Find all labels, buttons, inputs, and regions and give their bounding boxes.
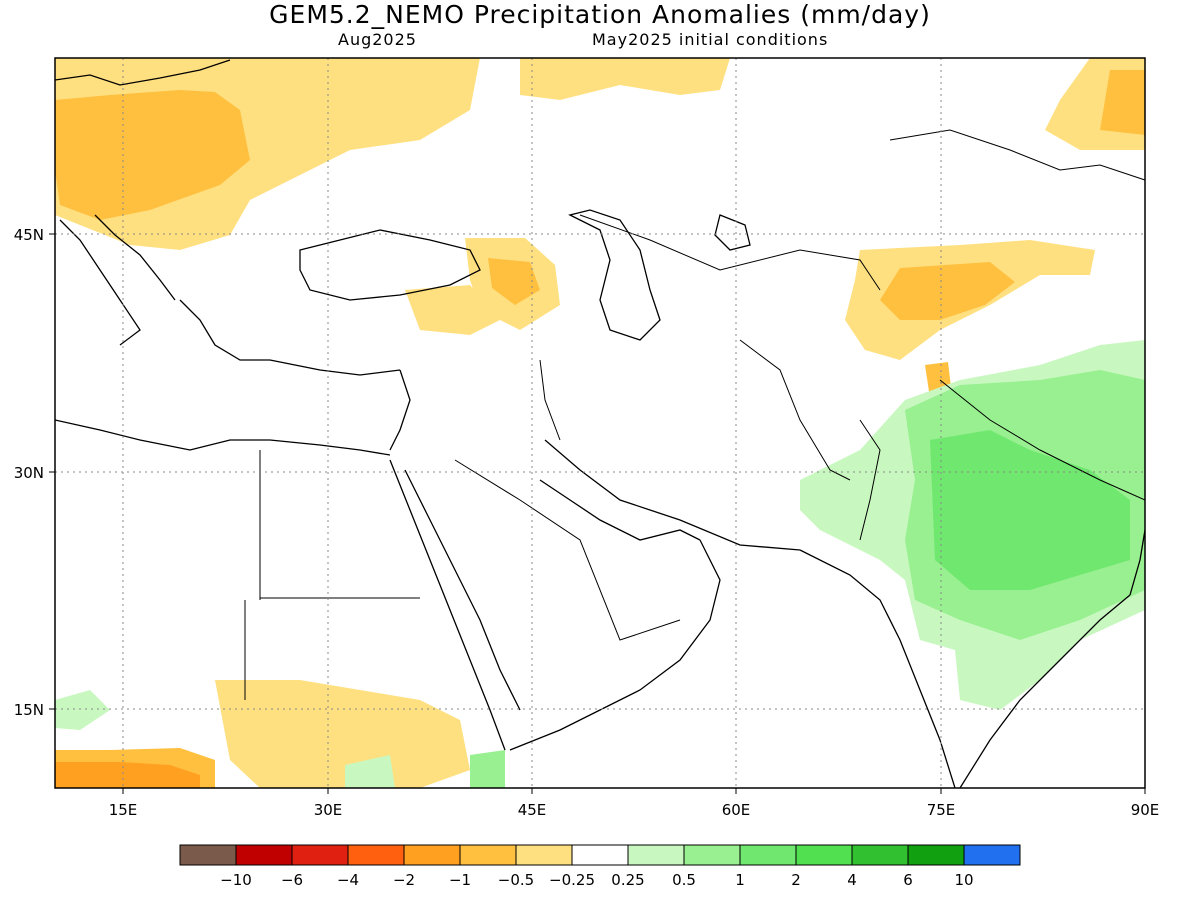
colorbar-swatch xyxy=(291,844,349,866)
x-tick-label: 30E xyxy=(314,801,343,819)
colorbar-label: −6 xyxy=(281,871,303,889)
x-tick-label: 75E xyxy=(927,801,956,819)
border-afghanistan xyxy=(739,339,851,481)
colorbar-label: 2 xyxy=(791,871,801,889)
anomaly-region-sudan xyxy=(215,680,470,788)
y-axis-labels: 45N 30N 15N xyxy=(14,226,44,719)
colorbar xyxy=(179,844,1021,866)
colorbar-label: −10 xyxy=(220,871,252,889)
border-mongolia xyxy=(889,129,1145,181)
coastline-persian-gulf xyxy=(539,479,701,541)
coastline-red-sea-east xyxy=(404,469,521,711)
anomaly-region-northeast-core xyxy=(1100,70,1145,135)
x-tick-label: 60E xyxy=(722,801,751,819)
colorbar-label: −2 xyxy=(393,871,415,889)
coastline-india-east xyxy=(959,594,1131,788)
border-saudi xyxy=(454,459,681,641)
colorbar-swatch xyxy=(851,844,909,866)
colorbar-swatch xyxy=(571,844,629,866)
border-pakistan-india xyxy=(859,419,881,541)
colorbar-label: −0.25 xyxy=(549,871,595,889)
anomaly-region-ethiopia xyxy=(345,755,395,788)
x-tick-label: 45E xyxy=(518,801,547,819)
coastline-greece xyxy=(179,299,270,361)
colorbar-swatch xyxy=(963,844,1021,866)
coastline-italy xyxy=(59,219,141,346)
anomaly-region-ethiopia-east xyxy=(470,750,505,788)
colorbar-swatch xyxy=(739,844,797,866)
colorbar-labels: −10 −6 −4 −2 −1 −0.5 −0.25 0.25 0.5 1 2 4 6 10 xyxy=(220,871,973,889)
plot-frame xyxy=(54,57,1146,789)
grid-lines xyxy=(55,58,1145,788)
coastline-med-africa xyxy=(55,419,391,456)
colorbar-label: 0.5 xyxy=(672,871,696,889)
forecast-month: Aug2025 xyxy=(338,30,417,49)
coastline-aral xyxy=(714,214,751,251)
initial-conditions: May2025 initial conditions xyxy=(592,30,829,49)
x-axis-labels: 15E 30E 45E 60E 75E 90E xyxy=(109,801,1160,819)
colorbar-swatch xyxy=(795,844,853,866)
colorbar-swatch xyxy=(907,844,965,866)
colorbar-swatch xyxy=(683,844,741,866)
anomaly-region-anatolia xyxy=(405,285,500,335)
colorbar-swatch xyxy=(459,844,517,866)
x-tick-label: 90E xyxy=(1131,801,1160,819)
colorbar-label: 10 xyxy=(954,871,973,889)
anomaly-region-sahel-wet xyxy=(55,690,110,730)
border-kazakhstan xyxy=(579,214,881,291)
coastline-adriatic xyxy=(94,214,176,301)
anomaly-region-europe-core xyxy=(55,90,250,220)
colorbar-label: −4 xyxy=(337,871,359,889)
colorbar-swatch xyxy=(347,844,405,866)
coastline-caspian xyxy=(568,209,661,341)
colorbar-label: −1 xyxy=(449,871,471,889)
y-tick-label: 15N xyxy=(14,701,44,719)
y-tick-label: 45N xyxy=(14,226,44,244)
colorbar-swatch xyxy=(515,844,573,866)
colorbar-label: 4 xyxy=(847,871,857,889)
border-iran-iraq xyxy=(539,359,561,441)
border-china-india xyxy=(939,379,1145,501)
anomaly-region-caucasus-core xyxy=(488,258,540,305)
colorbar-label: 0.25 xyxy=(611,871,644,889)
coastline-red-sea-west xyxy=(389,459,506,751)
coastline-levant xyxy=(389,369,411,451)
colorbar-label: 6 xyxy=(903,871,913,889)
colorbar-label: −0.5 xyxy=(498,871,534,889)
borders xyxy=(244,129,1145,700)
colorbar-label: 1 xyxy=(735,871,745,889)
colorbar-swatch xyxy=(235,844,293,866)
anomaly-region-top-center xyxy=(520,58,730,100)
coastline-europe-north xyxy=(55,59,231,86)
colorbar-swatch xyxy=(627,844,685,866)
coastline-india-west xyxy=(799,549,956,788)
coastline-arabia-south xyxy=(509,539,721,751)
coastline-bay-of-bengal xyxy=(1129,529,1145,596)
tick-marks xyxy=(49,233,1146,794)
coastline-iran-south xyxy=(544,439,801,551)
anomaly-shading xyxy=(55,58,1145,788)
map-title: GEM5.2_NEMO Precipitation Anomalies (mm/… xyxy=(269,0,931,29)
anomaly-region-sahel-core xyxy=(55,762,200,788)
y-tick-label: 30N xyxy=(14,464,44,482)
coastline-black-sea xyxy=(299,229,481,301)
x-tick-label: 15E xyxy=(109,801,138,819)
colorbar-swatch xyxy=(403,844,461,866)
coastlines xyxy=(55,59,1145,788)
anomaly-region-central-asia-core xyxy=(880,262,1015,320)
colorbar-swatch xyxy=(179,844,237,866)
coastline-turkey-south xyxy=(269,359,401,376)
